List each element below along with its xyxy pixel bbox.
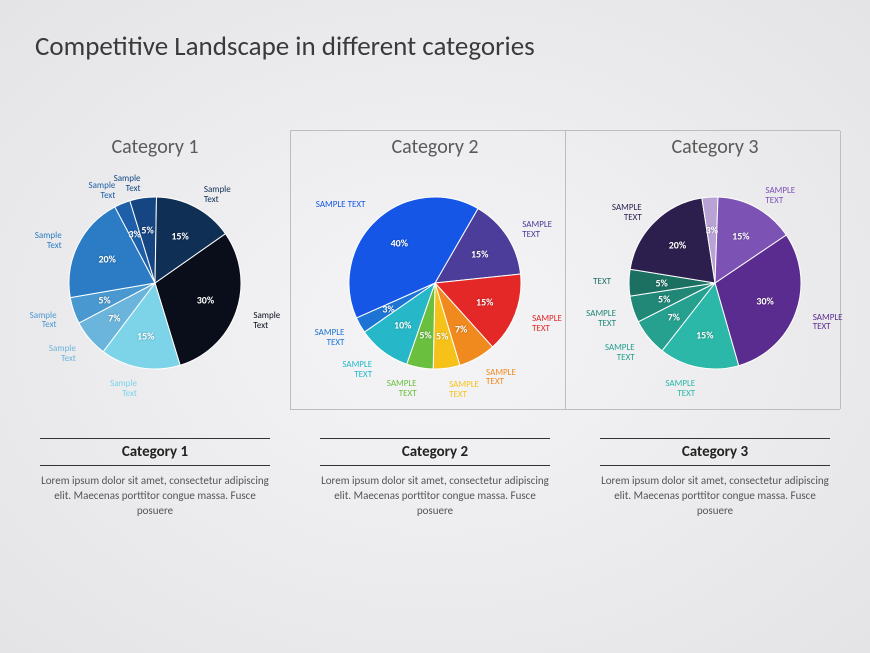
desc-title-1: Category 1 xyxy=(40,443,270,461)
slice-outer-label: Sample Text xyxy=(253,311,280,331)
slice-outer-label: SAMPLE TEXT xyxy=(522,220,570,240)
slice-pct-label: 30% xyxy=(756,295,773,308)
slice-pct-label: 15% xyxy=(696,329,713,342)
slice-pct-label: 20% xyxy=(98,253,115,266)
slice-outer-label: SAMPLE TEXT xyxy=(315,328,345,348)
slice-pct-label: 7% xyxy=(455,323,467,336)
slice-outer-label: SAMPLE TEXT xyxy=(605,343,635,363)
desc-block-3: Category 3 Lorem ipsum dolor sit amet, c… xyxy=(600,438,830,519)
slice-pct-label: 7% xyxy=(108,311,120,324)
slice-outer-label: Sample Text xyxy=(114,174,141,194)
panel-title-2: Category 2 xyxy=(391,135,478,159)
slice-pct-label: 30% xyxy=(197,294,214,307)
slice-outer-label: Sample Text xyxy=(49,344,76,364)
slice-pct-label: 20% xyxy=(669,239,686,252)
pie-chart-1: 30% Sample Text 15% Sample Text 7% Sample Tex… xyxy=(20,173,290,393)
slice-outer-label: SAMPLE TEXT xyxy=(813,313,843,333)
slice-outer-label: SAMPLE TEXT xyxy=(486,368,516,388)
desc-text-1: Lorem ipsum dolor sit amet, consectetur … xyxy=(40,474,270,519)
slice-outer-label: Sample Text xyxy=(30,311,57,331)
slice-outer-label: SAMPLE TEXT xyxy=(532,314,562,334)
slice-outer-label: SAMPLE TEXT xyxy=(342,360,372,380)
panel-category-2: Category 2 15% SAMPLE TEXT 15% SAMPLE TEXT 7… xyxy=(300,135,570,519)
slice-pct-label: 15% xyxy=(471,247,488,260)
panel-title-3: Category 3 xyxy=(671,135,758,159)
slice-pct-label: 7% xyxy=(668,310,680,323)
desc-block-1: Category 1 Lorem ipsum dolor sit amet, c… xyxy=(40,438,270,519)
slice-pct-label: 15% xyxy=(732,230,749,243)
slice-pct-label: 40% xyxy=(391,237,408,250)
slice-pct-label: 10% xyxy=(394,319,411,332)
slice-outer-label: Sample Text xyxy=(110,379,137,399)
slice-pct-label: 3% xyxy=(706,223,718,236)
panel-category-1: Category 1 30% Sample Text 15% Sample Text 7… xyxy=(20,135,290,519)
page-title: Competitive Landscape in different categ… xyxy=(35,30,535,63)
slice-outer-label: Sample Text xyxy=(88,181,115,201)
pie-chart-2: 15% SAMPLE TEXT 15% SAMPLE TEXT 7% SAMPLE TEX… xyxy=(300,173,570,393)
slice-pct-label: 5% xyxy=(658,293,670,306)
desc-title-3: Category 3 xyxy=(600,443,830,461)
desc-title-2: Category 2 xyxy=(320,443,550,461)
desc-text-3: Lorem ipsum dolor sit amet, consectetur … xyxy=(600,474,830,519)
slice-pct-label: 15% xyxy=(476,296,493,309)
slice-pct-label: 15% xyxy=(171,229,188,242)
slice-pct-label: 5% xyxy=(98,294,110,307)
slice-pct-label: 5% xyxy=(141,224,153,237)
slice-outer-label: Sample Text xyxy=(204,185,231,205)
desc-block-2: Category 2 Lorem ipsum dolor sit amet, c… xyxy=(320,438,550,519)
slice-pct-label: 5% xyxy=(419,329,431,342)
slice-outer-label: SAMPLE TEXT xyxy=(449,380,479,400)
slice-outer-label: SAMPLE TEXT xyxy=(387,379,417,399)
slice-pct-label: 5% xyxy=(436,329,448,342)
slice-outer-label: TEXT xyxy=(593,277,611,287)
panel-title-1: Category 1 xyxy=(111,135,198,159)
pie-chart-3: 30% SAMPLE TEXT 15% SAMPLE TEXT 7% SAMPLE TEX… xyxy=(580,173,850,393)
slice-outer-label: SAMPLE TEXT xyxy=(665,379,695,399)
slice-outer-label: Sample Text xyxy=(35,231,62,251)
slice-pct-label: 15% xyxy=(137,329,154,342)
panel-category-3: Category 3 30% SAMPLE TEXT 15% SAMPLE TEXT 7… xyxy=(580,135,850,519)
desc-text-2: Lorem ipsum dolor sit amet, consectetur … xyxy=(320,474,550,519)
slice-pct-label: 3% xyxy=(128,227,140,240)
slice-pct-label: 3% xyxy=(382,303,394,316)
slice-outer-label: SAMPLE TEXT xyxy=(316,200,366,210)
slice-outer-label: SAMPLE TEXT xyxy=(765,186,795,206)
slice-pct-label: 5% xyxy=(655,276,667,289)
panels-row: Category 1 30% Sample Text 15% Sample Text 7… xyxy=(20,135,850,519)
slice-outer-label: SAMPLE TEXT xyxy=(586,309,616,329)
slice-outer-label: SAMPLE TEXT xyxy=(612,203,642,223)
